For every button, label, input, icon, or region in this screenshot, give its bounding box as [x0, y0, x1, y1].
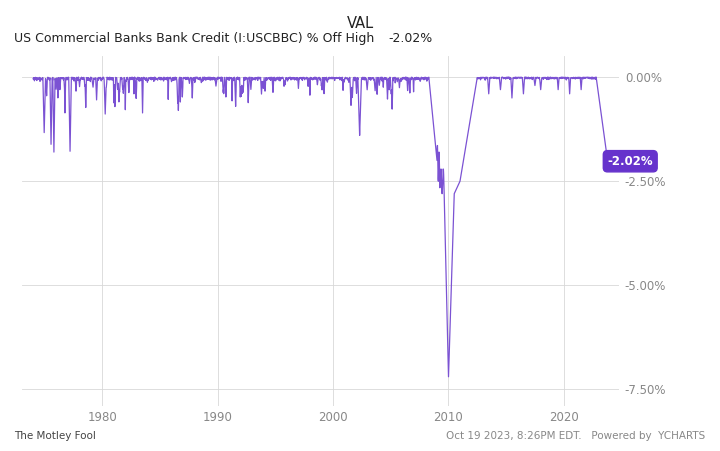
Text: US Commercial Banks Bank Credit (I:USCBBC) % Off High: US Commercial Banks Bank Credit (I:USCBB… [14, 32, 374, 45]
Text: The Motley Fool: The Motley Fool [14, 431, 96, 441]
Text: -2.02%: -2.02% [389, 32, 433, 45]
Text: VAL: VAL [346, 16, 374, 31]
Text: Oct 19 2023, 8:26PM EDT.   Powered by  YCHARTS: Oct 19 2023, 8:26PM EDT. Powered by YCHA… [446, 431, 706, 441]
Text: -2.02%: -2.02% [608, 155, 653, 168]
